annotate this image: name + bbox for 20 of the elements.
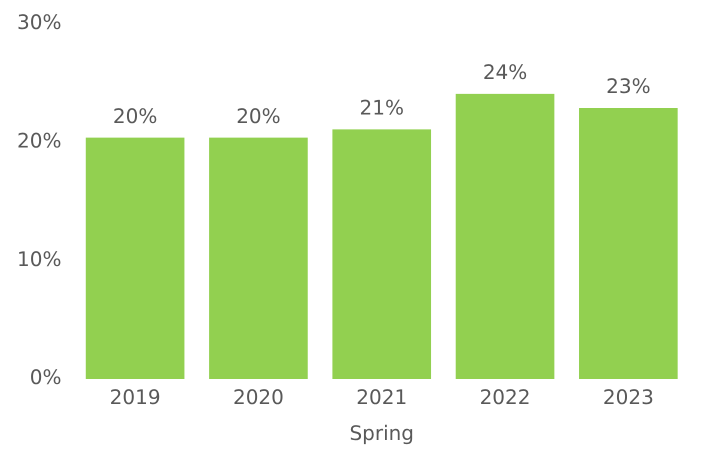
bar xyxy=(209,138,308,379)
x-tick-label: 2022 xyxy=(480,385,530,410)
bar xyxy=(579,108,678,379)
data-label: 20% xyxy=(112,104,158,128)
y-tick-label: 30% xyxy=(17,10,62,34)
data-label: 23% xyxy=(606,74,651,98)
x-tick-label: 2023 xyxy=(602,385,654,410)
bar xyxy=(86,138,184,379)
x-tick-label: 2021 xyxy=(356,385,408,410)
x-tick-label: 2020 xyxy=(232,385,284,410)
data-label: 21% xyxy=(360,96,404,120)
y-tick-label: 20% xyxy=(17,128,62,153)
y-tick-label: 0% xyxy=(30,365,62,390)
bar xyxy=(332,129,432,379)
y-tick-label: 10% xyxy=(17,246,62,271)
x-tick-label: 2019 xyxy=(110,385,161,410)
x-axis-title: Spring xyxy=(349,421,414,446)
data-label: 24% xyxy=(482,60,528,84)
bar xyxy=(456,94,554,379)
data-label: 20% xyxy=(236,104,281,128)
